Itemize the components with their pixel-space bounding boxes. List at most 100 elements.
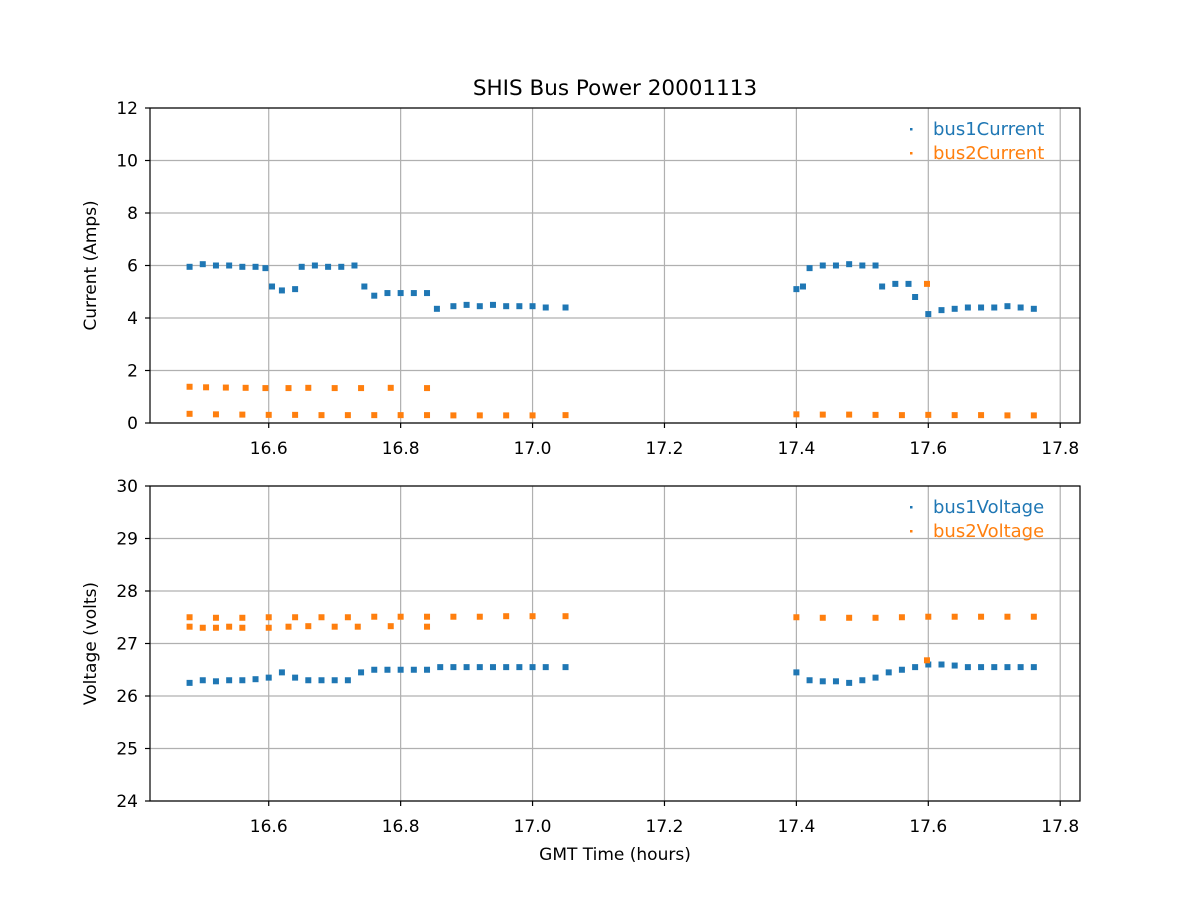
bus1Voltage-point: [912, 664, 919, 671]
bus1Current-point: [964, 304, 971, 311]
bus2Current-point: [793, 411, 800, 418]
bus1Voltage-point: [397, 666, 404, 673]
current-ticks: 16.6 16.8 17.0 17.2 17.4 17.6 17.8 0 2 4 6 8 10 12: [116, 99, 1079, 459]
bus1Current-point: [325, 263, 332, 270]
bus1Current-point: [351, 262, 358, 269]
bus1Current-point: [463, 301, 470, 308]
bus2Current-point: [424, 385, 431, 392]
bus1Current-point: [912, 294, 919, 300]
bus2Voltage-point: [1004, 613, 1011, 620]
bus2Voltage-point: [397, 613, 404, 620]
bus2Current-point: [387, 384, 394, 391]
bus2Current-point: [285, 385, 292, 392]
bus1Voltage-point: [1017, 664, 1024, 671]
bus2Current-point: [898, 412, 905, 419]
voltage-y-tick-label: 27: [116, 635, 138, 655]
bus2Current-point: [292, 411, 299, 418]
bus1Voltage-point: [186, 679, 193, 686]
legend-marker-bus2Voltage: [910, 530, 913, 533]
bus2Current-point: [331, 385, 338, 392]
bus1Current-point: [311, 262, 318, 269]
bus1Voltage-point: [793, 669, 800, 676]
bus2Voltage-point: [344, 614, 351, 621]
bus2Voltage-point: [387, 623, 394, 630]
voltage-y-tick-label: 29: [116, 530, 138, 550]
bus1Voltage-point: [265, 674, 272, 681]
legend-marker-bus2Current: [910, 152, 913, 155]
bus1Voltage-point: [806, 677, 813, 684]
bus1Current-point: [905, 280, 912, 287]
bus2Voltage-point: [503, 613, 510, 620]
bus1Current-point: [186, 263, 193, 270]
bus1Voltage-point: [476, 664, 483, 671]
legend-label-bus1Voltage: bus1Voltage: [933, 497, 1044, 518]
bus1Current-point: [269, 283, 276, 290]
voltage-y-tick-label: 30: [116, 477, 138, 497]
current-y-tick-label: 2: [127, 362, 138, 382]
bus2Voltage-point: [292, 614, 299, 621]
bus2Voltage-point: [212, 614, 219, 621]
bus1Current-point: [262, 265, 269, 272]
bus1Current-point: [1030, 305, 1037, 312]
bus1Voltage-point: [964, 664, 971, 671]
bus2Voltage-point: [562, 613, 569, 620]
voltage-y-tick-label: 28: [116, 582, 138, 602]
bus1Current-point: [872, 262, 879, 269]
bus2Voltage-point: [925, 613, 932, 620]
bus2Voltage-point: [424, 613, 431, 620]
legend-marker-bus1Current: [910, 128, 913, 131]
series-bus1Voltage: [186, 661, 1037, 686]
bus2Voltage-point: [239, 624, 246, 631]
bus2Voltage-point: [265, 624, 272, 631]
current-legend: bus1Current bus2Current: [910, 119, 1044, 164]
bus1Current-point: [450, 303, 457, 310]
bus1Current-point: [1004, 303, 1011, 310]
bus2Current-point: [450, 412, 457, 419]
bus1Current-point: [278, 287, 285, 294]
bus1Voltage-point: [951, 662, 958, 669]
bus1Current-point: [476, 303, 483, 310]
bus1Voltage-point: [384, 666, 391, 673]
bus1Current-point: [859, 262, 866, 269]
bus2Current-point: [562, 412, 569, 419]
bus1Voltage-point: [819, 678, 826, 685]
bus1Voltage-point: [529, 664, 536, 671]
legend-marker-bus1Voltage: [910, 506, 913, 509]
voltage-x-tick-label: 17.2: [646, 817, 684, 837]
bus2Voltage-point: [354, 623, 361, 630]
series-bus2Voltage: [186, 613, 1037, 664]
current-x-tick-label: 17.6: [909, 439, 947, 459]
bus2Voltage-point: [872, 614, 879, 621]
current-y-tick-label: 6: [127, 257, 138, 277]
bus1Voltage-point: [1030, 664, 1037, 671]
bus1Voltage-point: [437, 664, 444, 671]
bus2Current-point: [819, 411, 826, 418]
current-x-tick-label: 16.8: [382, 439, 420, 459]
bus1Current-point: [371, 292, 378, 299]
bus1Current-point: [516, 303, 523, 310]
voltage-y-tick-label: 24: [116, 792, 138, 812]
bus2Voltage-point: [199, 624, 206, 631]
voltage-x-tick-label: 17.8: [1041, 817, 1079, 837]
voltage-y-tick-label: 26: [116, 687, 138, 707]
current-y-tick-label: 10: [116, 152, 138, 172]
bus2Current-point: [222, 384, 229, 391]
bus1Voltage-point: [318, 677, 325, 684]
bus2Current-point: [476, 412, 483, 419]
bus1Current-point: [292, 286, 299, 293]
bus1Voltage-point: [991, 664, 998, 671]
bus2Voltage-point: [186, 614, 193, 621]
voltage-x-tick-label: 16.6: [250, 817, 288, 837]
bus1Voltage-point: [331, 677, 338, 684]
bus2Current-point: [951, 412, 958, 419]
bus1Current-point: [832, 262, 839, 269]
bus1Voltage-point: [872, 674, 879, 681]
voltage-panel: 16.6 16.8 17.0 17.2 17.4 17.6 17.8 24 25 26 27 28 29…: [81, 477, 1081, 837]
legend-label-bus2Current: bus2Current: [933, 143, 1044, 164]
legend-label-bus2Voltage: bus2Voltage: [933, 521, 1044, 542]
bus1Current-point: [384, 290, 391, 297]
bus2Current-point: [186, 410, 193, 417]
bus1Voltage-point: [239, 677, 246, 684]
bus2Current-point: [397, 412, 404, 419]
